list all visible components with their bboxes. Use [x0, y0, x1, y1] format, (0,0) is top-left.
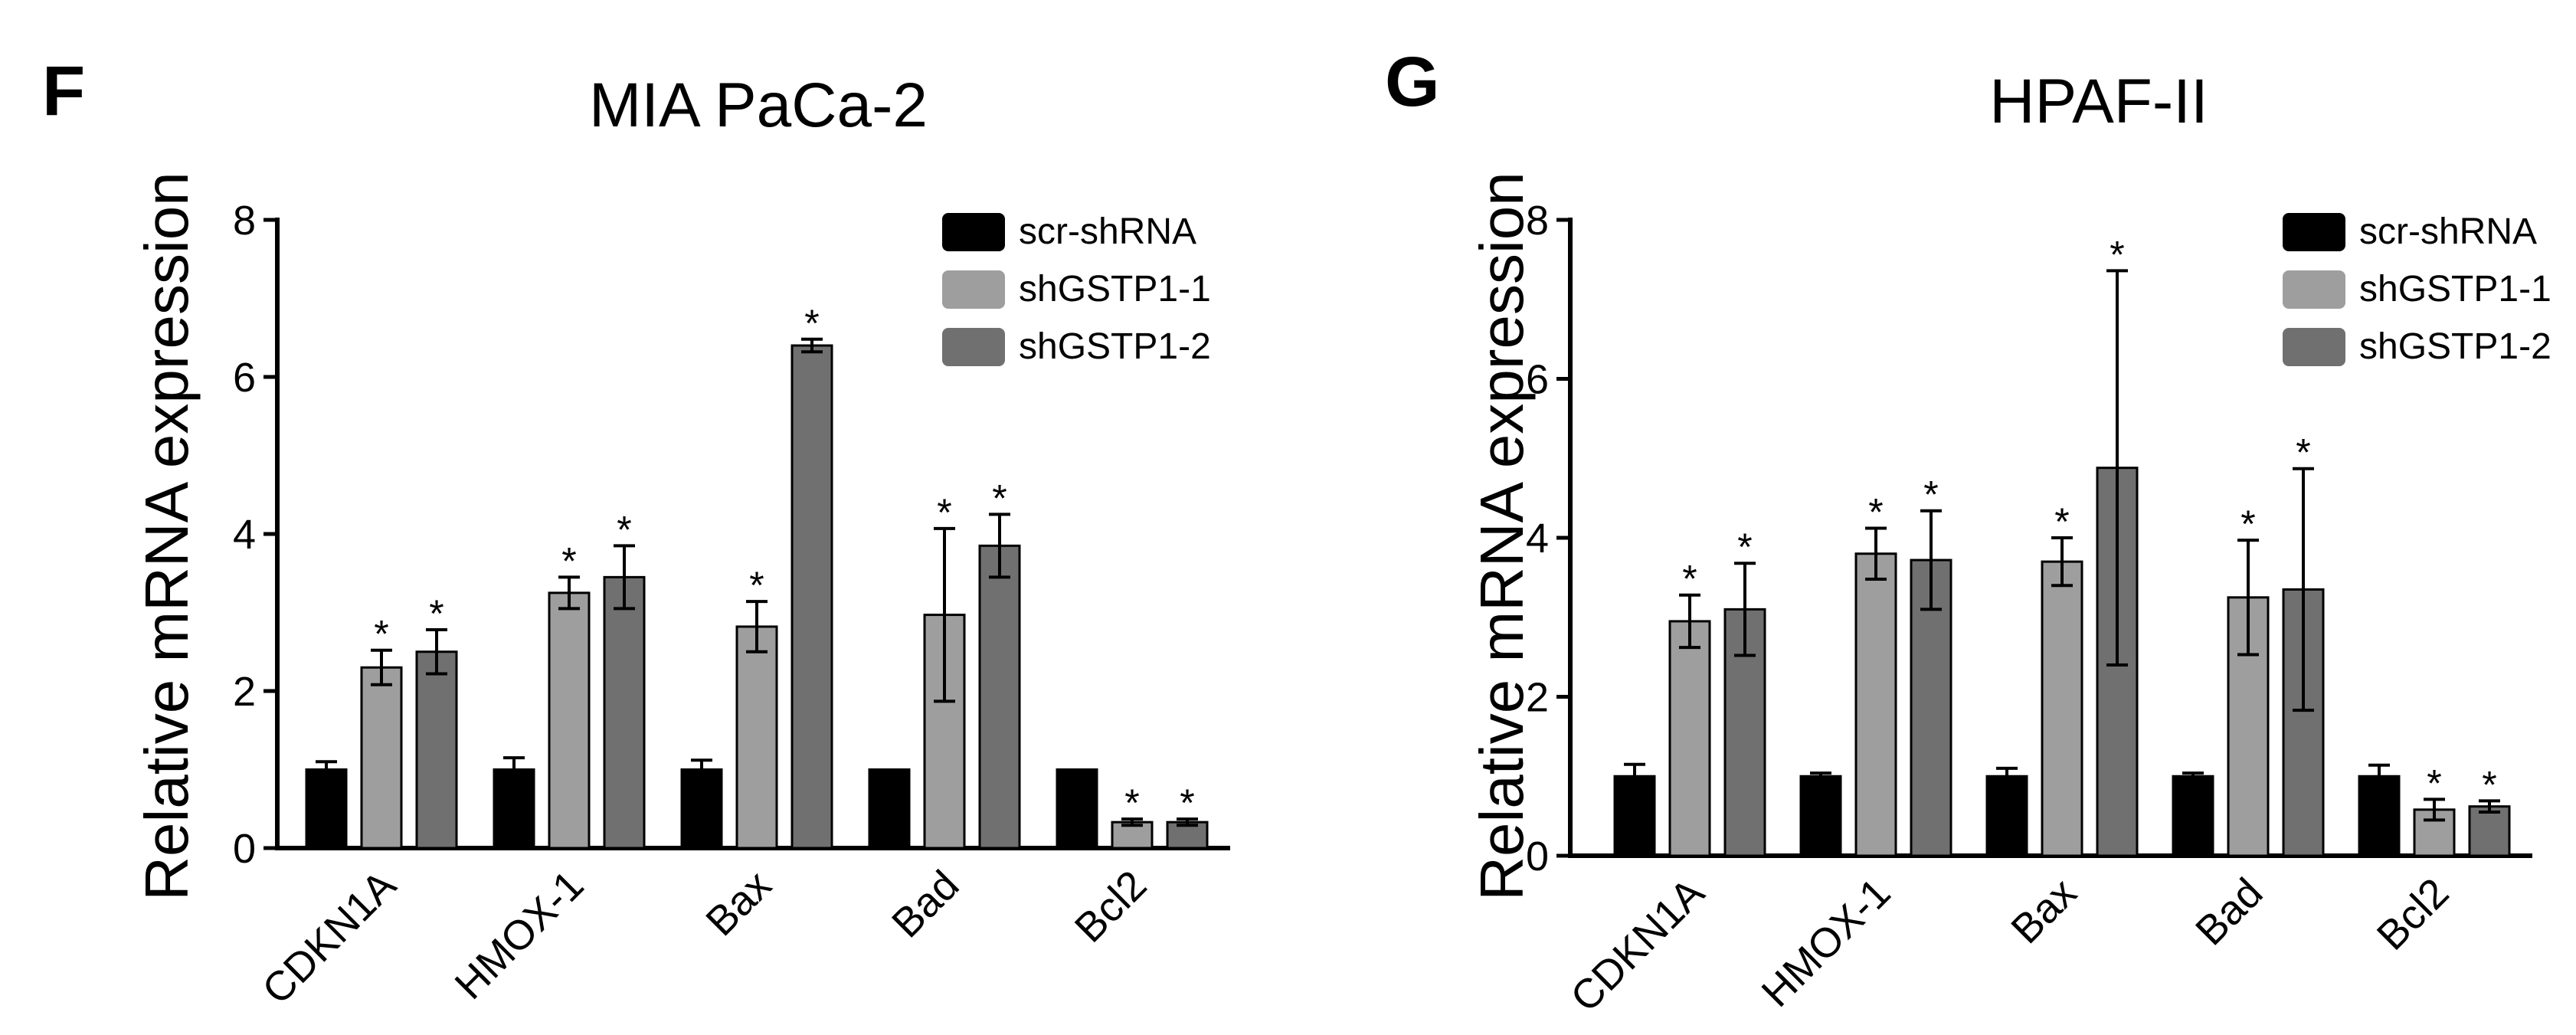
bar	[1056, 768, 1098, 850]
significance-marker: *	[2296, 431, 2310, 474]
significance-marker: *	[2427, 762, 2441, 804]
significance-marker: *	[1682, 558, 1697, 601]
legend-entry: scr-shRNA	[1019, 211, 1196, 252]
y-tick-label: 6	[233, 355, 256, 401]
y-tick-label: 4	[233, 512, 256, 558]
bar	[1985, 775, 2028, 857]
bar	[2468, 805, 2511, 857]
bar	[493, 768, 535, 850]
legend-entry: shGSTP1-1	[1019, 269, 1211, 310]
x-tick-label: Bad	[2187, 870, 2271, 954]
legend-swatch	[2283, 328, 2345, 366]
significance-marker: *	[1180, 781, 1194, 824]
legend-swatch	[2283, 213, 2345, 251]
legend-entry: scr-shRNA	[2359, 211, 2537, 252]
significance-marker: *	[749, 564, 764, 607]
significance-marker: *	[1737, 526, 1752, 568]
significance-marker: *	[374, 613, 388, 656]
legend-entry: shGSTP1-1	[2359, 269, 2551, 310]
bar	[868, 768, 911, 850]
bar	[360, 666, 403, 850]
significance-marker: *	[2054, 500, 2069, 543]
bar	[735, 625, 778, 850]
significance-marker: *	[937, 491, 951, 534]
y-axis-label: Relative mRNA expression	[133, 172, 201, 900]
y-tick-label: 8	[1526, 198, 1549, 244]
y-tick-label: 8	[233, 198, 256, 244]
legend-swatch	[942, 270, 1005, 309]
chart-panel-f: F MIA PaCa-2 Relative mRNA expression 0 2 4 6 8…	[42, 52, 1230, 1013]
significance-marker: *	[617, 508, 631, 551]
bar	[790, 344, 833, 850]
bar	[305, 768, 348, 850]
significance-marker: *	[2482, 763, 2496, 806]
bar	[680, 768, 723, 850]
legend-swatch	[942, 328, 1005, 366]
significance-marker: *	[804, 302, 819, 345]
x-tick-label: Bcl2	[1066, 862, 1156, 951]
y-tick-label: 0	[233, 826, 256, 872]
x-tick-label: Bax	[2002, 870, 2085, 952]
x-tick-label: Bad	[883, 862, 967, 946]
x-tick-label: Bax	[697, 862, 780, 945]
y-tick-label: 4	[1526, 516, 1549, 562]
significance-marker: *	[429, 592, 444, 635]
x-tick-label: Bcl2	[2368, 870, 2458, 959]
y-tick-label: 2	[1526, 675, 1549, 721]
bar	[2172, 775, 2214, 857]
chart-title: MIA PaCa-2	[589, 70, 928, 140]
bar	[978, 544, 1021, 850]
bar	[415, 650, 458, 850]
y-tick-label: 2	[233, 669, 256, 715]
significance-marker: *	[1124, 781, 1139, 824]
chart-title: HPAF-II	[1989, 67, 2208, 136]
bar	[1668, 620, 1711, 857]
x-tick-label: HMOX-1	[447, 862, 593, 1008]
significance-marker: *	[1868, 491, 1883, 534]
x-tick-label: CDKN1A	[254, 862, 404, 1013]
bar	[2041, 560, 2083, 857]
y-tick-label: 6	[1526, 357, 1549, 403]
significance-marker: *	[1923, 473, 1938, 516]
x-tick-label: HMOX-1	[1753, 870, 1900, 1016]
panel-label: G	[1385, 43, 1440, 121]
y-tick-label: 0	[1526, 834, 1549, 879]
significance-marker: *	[2110, 233, 2124, 276]
panel-label: F	[42, 52, 85, 130]
legend-entry: shGSTP1-2	[1019, 326, 1211, 367]
legend-swatch	[2283, 270, 2345, 309]
significance-marker: *	[561, 539, 576, 582]
significance-marker: *	[992, 477, 1007, 519]
bar	[603, 575, 646, 850]
bar	[1854, 552, 1897, 857]
legend-entry: shGSTP1-2	[2359, 326, 2551, 367]
y-axis-label: Relative mRNA expression	[1468, 172, 1536, 900]
significance-marker: *	[2240, 503, 2255, 545]
bar	[1799, 775, 1842, 857]
x-tick-label: CDKN1A	[1562, 870, 1713, 1020]
legend-swatch	[942, 213, 1005, 251]
bar	[548, 591, 591, 850]
